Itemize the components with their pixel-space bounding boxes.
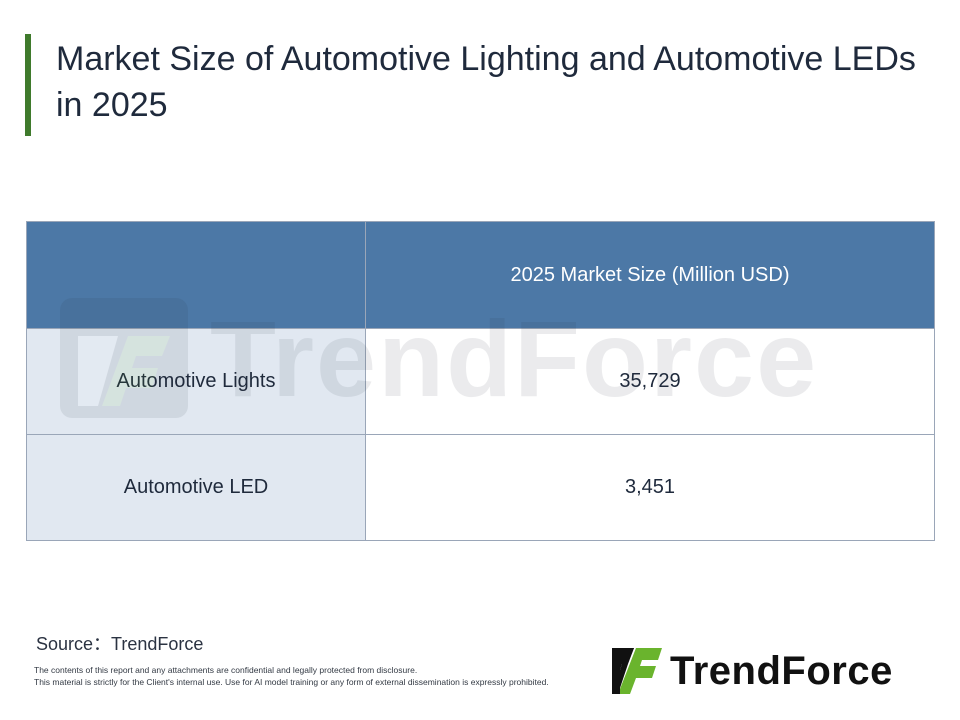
table-row: Automotive LED 3,451 [26,434,935,541]
table-header-row: 2025 Market Size (Million USD) [26,221,935,329]
row-label-automotive-led: Automotive LED [26,434,366,541]
row-label-automotive-lights: Automotive Lights [26,328,366,435]
table-header-empty [26,221,366,329]
trendforce-logo: TrendForce [612,646,932,698]
table-row: Automotive Lights 35,729 [26,328,935,435]
logo-text: TrendForce [670,649,893,693]
market-size-table: 2025 Market Size (Million USD) Automotiv… [26,221,935,541]
disclaimer: The contents of this report and any atta… [34,664,634,688]
disclaimer-line-2: This material is strictly for the Client… [34,677,549,687]
row-value-automotive-led: 3,451 [365,434,935,541]
disclaimer-line-1: The contents of this report and any atta… [34,665,418,675]
table-header-market-size: 2025 Market Size (Million USD) [365,221,935,329]
source-note: Source：TrendForce [36,634,204,654]
row-value-automotive-lights: 35,729 [365,328,935,435]
trendforce-logo-icon [612,648,662,694]
page-title: Market Size of Automotive Lighting and A… [56,40,916,124]
title-accent-bar [25,34,31,136]
